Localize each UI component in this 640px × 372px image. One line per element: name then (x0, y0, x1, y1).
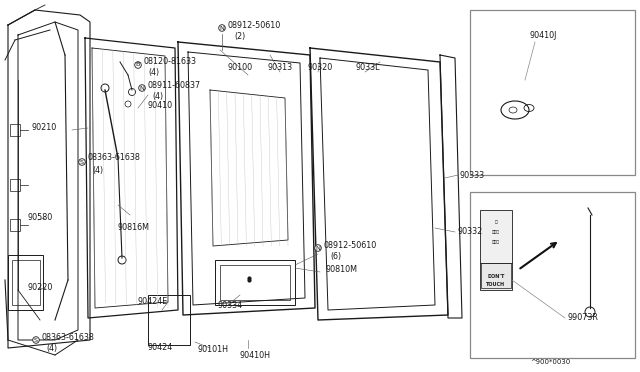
Text: (4): (4) (152, 92, 163, 100)
Text: 90332: 90332 (458, 228, 483, 237)
Text: 90100: 90100 (228, 64, 253, 73)
Text: 90334: 90334 (218, 301, 243, 310)
Text: 08912-50610: 08912-50610 (324, 241, 377, 250)
Bar (10, 219, 20, 231)
Text: 08911-60837: 08911-60837 (148, 80, 201, 90)
Bar (10, 124, 20, 136)
Text: 90333: 90333 (460, 170, 485, 180)
Text: S: S (80, 160, 84, 164)
Text: 08363-61638: 08363-61638 (88, 154, 141, 163)
Text: 90410: 90410 (148, 100, 173, 109)
Bar (481, 263, 511, 288)
Bar (480, 210, 512, 290)
Text: 08363-61638: 08363-61638 (42, 333, 95, 341)
Bar (10, 179, 20, 191)
Text: 警: 警 (495, 220, 497, 224)
Text: 高電圧: 高電圧 (492, 230, 500, 234)
Text: (4): (4) (148, 68, 159, 77)
Text: 90210: 90210 (32, 124, 57, 132)
Text: 90424E: 90424E (138, 298, 168, 307)
Bar (12, 260, 40, 305)
Text: 90410H: 90410H (240, 350, 271, 359)
Text: ^900*0030: ^900*0030 (530, 359, 570, 365)
Text: S: S (34, 337, 38, 343)
Text: 9033L: 9033L (355, 64, 380, 73)
Text: B: B (136, 62, 140, 67)
Bar (215, 260, 295, 305)
Text: (4): (4) (92, 166, 103, 174)
Text: 90580: 90580 (28, 214, 53, 222)
Bar (8, 255, 43, 310)
Text: DON'T: DON'T (487, 273, 505, 279)
Text: 90424: 90424 (148, 343, 173, 353)
Text: N: N (316, 246, 321, 250)
Text: 90101H: 90101H (198, 346, 229, 355)
Text: (6): (6) (330, 253, 341, 262)
Text: (4): (4) (46, 343, 57, 353)
Text: 90313: 90313 (268, 64, 293, 73)
Text: TOUCH: TOUCH (486, 282, 506, 286)
Text: 90816M: 90816M (118, 224, 150, 232)
Text: 90220: 90220 (28, 283, 53, 292)
Text: テレビ: テレビ (492, 240, 500, 244)
Text: N: N (140, 86, 145, 90)
Text: (2): (2) (234, 32, 245, 41)
Text: 08120-81633: 08120-81633 (144, 58, 197, 67)
Text: 90410J: 90410J (530, 31, 557, 39)
Bar (470, 10, 635, 175)
Text: N: N (220, 26, 225, 31)
Text: 08912-50610: 08912-50610 (228, 20, 281, 29)
Bar (148, 295, 190, 345)
Bar (470, 192, 635, 358)
Text: 90320: 90320 (308, 64, 333, 73)
Text: 99073R: 99073R (568, 314, 599, 323)
Text: 90810M: 90810M (325, 266, 357, 275)
Bar (220, 265, 290, 300)
